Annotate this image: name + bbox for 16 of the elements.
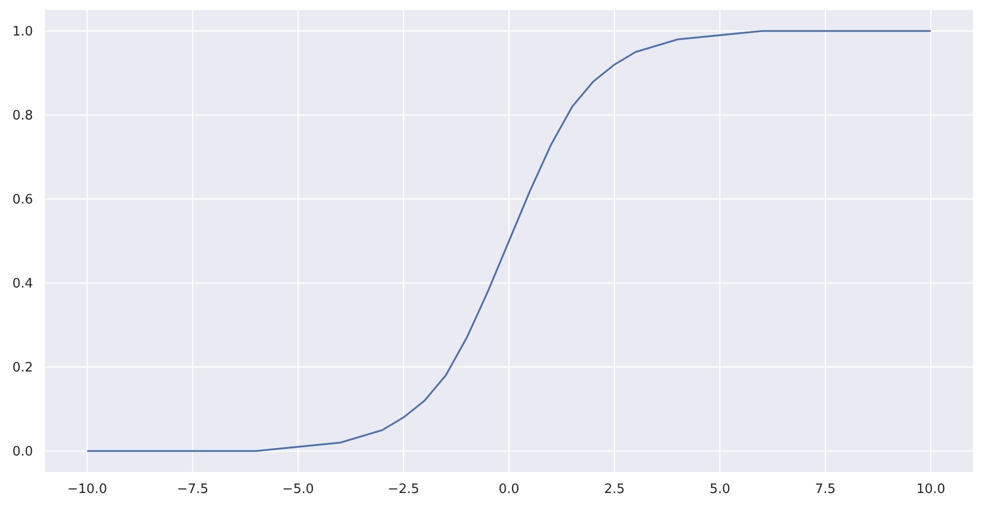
x-tick-label: 0.0	[498, 482, 520, 498]
x-tick-label: −2.5	[388, 482, 420, 498]
y-tick-label: 0.0	[12, 444, 33, 460]
x-tick-label: −5.0	[282, 482, 314, 498]
x-tick-label: −7.5	[176, 482, 208, 498]
line-series	[86, 30, 932, 452]
x-tick-label: 7.5	[815, 482, 836, 498]
x-tick-label: 5.0	[710, 482, 730, 498]
y-tick-label: 0.2	[12, 360, 33, 376]
y-tick-label: 0.4	[12, 276, 33, 292]
y-tick-label: 0.6	[12, 192, 33, 208]
x-tick-label: 10.0	[916, 482, 946, 498]
x-tick-label: 2.5	[604, 482, 625, 498]
x-tick-label: −10.0	[67, 482, 108, 498]
y-tick-label: 0.8	[12, 108, 33, 124]
y-tick-label: 1.0	[12, 24, 33, 40]
